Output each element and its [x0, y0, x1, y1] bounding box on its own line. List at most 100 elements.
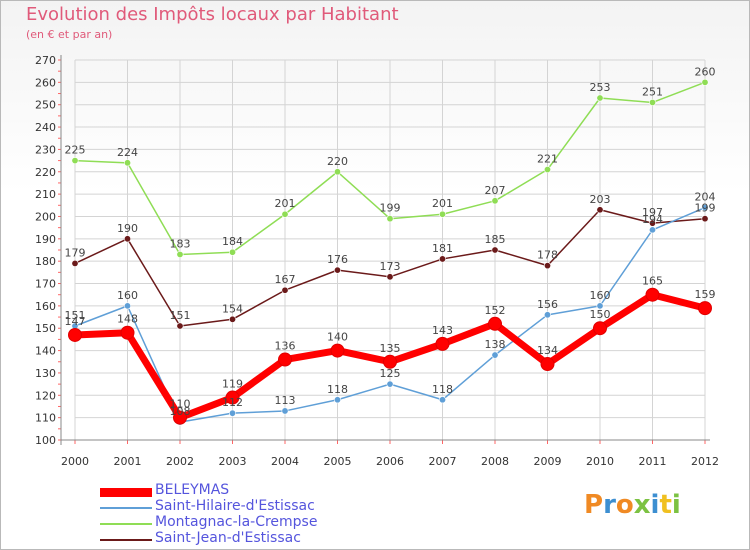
data-point: [229, 248, 237, 256]
data-point: [488, 316, 502, 331]
data-point: [173, 410, 187, 425]
series-layer: [68, 78, 712, 426]
data-label: 112: [222, 396, 243, 409]
legend-item: BELEYMAS: [100, 482, 400, 500]
x-axis-ticks: 2000 2001 2002 2003 2004 2005 2006 2007 2008 2009…: [61, 455, 719, 468]
data-point: [281, 407, 289, 415]
data-point: [71, 259, 79, 267]
legend-swatch: [100, 507, 152, 509]
data-label: 173: [380, 260, 401, 273]
data-label: 138: [485, 338, 506, 351]
data-label: 199: [380, 202, 401, 215]
y-tick-label: 250: [35, 99, 56, 112]
data-label: 185: [485, 233, 506, 246]
legend-item: Montagnac-la-Crempse: [100, 514, 400, 532]
data-point: [386, 380, 394, 388]
data-point: [386, 273, 394, 281]
x-tick-label: 2000: [61, 455, 89, 468]
data-label: 190: [117, 222, 138, 235]
y-tick-label: 160: [35, 300, 56, 313]
data-point: [124, 235, 132, 243]
data-point: [438, 255, 446, 263]
x-tick-label: 2011: [639, 455, 667, 468]
data-label: 178: [537, 249, 558, 262]
data-label: 184: [222, 235, 243, 248]
data-point: [124, 302, 132, 310]
data-label: 159: [695, 288, 716, 301]
y-tick-label: 190: [35, 233, 56, 246]
data-point: [333, 396, 341, 404]
y-tick-label: 230: [35, 143, 56, 156]
data-point: [124, 159, 132, 167]
data-point: [543, 262, 551, 270]
x-tick-label: 2006: [376, 455, 404, 468]
data-point: [278, 352, 292, 367]
y-tick-label: 210: [35, 188, 56, 201]
data-point: [701, 215, 709, 223]
data-label: 201: [275, 197, 296, 210]
data-point: [593, 321, 607, 336]
data-point: [543, 166, 551, 174]
data-point: [491, 246, 499, 254]
x-tick-label: 2002: [166, 455, 194, 468]
data-label: 140: [327, 331, 348, 344]
legend-label: Montagnac-la-Crempse: [155, 514, 318, 530]
legend-swatch: [100, 488, 152, 497]
data-label: 113: [275, 394, 296, 407]
x-tick-label: 2003: [219, 455, 247, 468]
data-label: 179: [65, 246, 86, 259]
data-point: [596, 94, 604, 102]
data-label: 118: [432, 383, 453, 396]
data-label: 194: [642, 213, 663, 226]
data-label: 160: [590, 289, 611, 302]
legend-label: Saint-Hilaire-d'Estissac: [155, 498, 315, 514]
data-label: 119: [222, 378, 243, 391]
axes: [58, 55, 710, 445]
data-label: 183: [170, 237, 191, 250]
y-tick-label: 110: [35, 412, 56, 425]
legend-swatch: [100, 539, 152, 541]
y-tick-label: 180: [35, 255, 56, 268]
data-label: 260: [695, 65, 716, 78]
legend-item: Saint-Hilaire-d'Estissac: [100, 498, 400, 516]
data-label: 176: [327, 253, 348, 266]
data-point: [645, 287, 660, 302]
data-label: 125: [380, 367, 401, 380]
chart-title: Evolution des Impôts locaux par Habitant: [26, 4, 399, 25]
data-point: [225, 390, 240, 405]
legend-label: BELEYMAS: [155, 482, 230, 498]
y-tick-label: 130: [35, 367, 56, 380]
x-tick-label: 2004: [271, 455, 299, 468]
y-tick-label: 240: [35, 121, 56, 134]
y-tick-label: 170: [35, 278, 56, 291]
x-tick-label: 2008: [481, 455, 509, 468]
data-label: 221: [537, 153, 558, 166]
data-label: 134: [537, 344, 558, 357]
data-point: [71, 157, 79, 165]
data-labels: 225 224 183 184 201 220 199 201 207 221 253 251 260 1…: [65, 65, 716, 418]
data-point: [701, 78, 709, 86]
data-point: [438, 210, 446, 218]
data-point: [648, 219, 656, 227]
data-label: 110: [170, 398, 191, 411]
data-label: 154: [222, 302, 243, 315]
x-tick-label: 2001: [114, 455, 142, 468]
data-label: 150: [590, 308, 611, 321]
data-label: 148: [117, 313, 138, 326]
y-tick-label: 150: [35, 322, 56, 335]
data-label: 147: [65, 315, 86, 328]
data-point: [229, 409, 237, 417]
data-label: 224: [117, 146, 138, 159]
data-label: 152: [485, 304, 506, 317]
x-tick-label: 2007: [429, 455, 457, 468]
data-label: 207: [485, 184, 506, 197]
data-point: [330, 343, 345, 358]
x-tick-label: 2012: [691, 455, 719, 468]
x-tick-label: 2009: [534, 455, 562, 468]
data-point: [435, 336, 450, 351]
data-point: [386, 215, 394, 223]
data-point: [540, 357, 555, 371]
data-point: [333, 266, 341, 274]
y-tick-label: 200: [35, 210, 56, 223]
data-point: [543, 311, 551, 319]
